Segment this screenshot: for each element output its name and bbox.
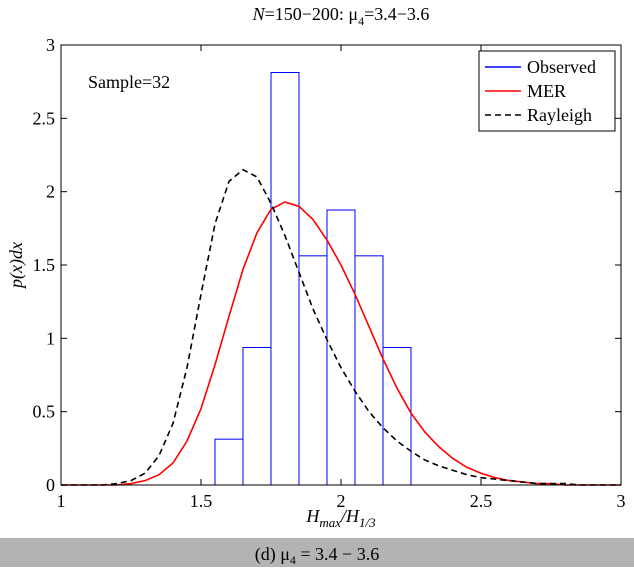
title-part: N [252, 4, 266, 24]
xlabel-sub: max [319, 515, 341, 530]
y-tick-label: 3 [46, 35, 55, 55]
annotation: Sample=32 [88, 72, 170, 92]
legend-label: Rayleigh [527, 105, 592, 125]
xlabel-sub: 1/3 [359, 515, 376, 530]
chart-title: N=150−200: μ4=3.4−3.6 [252, 4, 430, 28]
legend-label: MER [527, 81, 566, 101]
caption-bar [0, 538, 634, 567]
histogram-bar [298, 255, 328, 486]
histogram-bar [270, 72, 300, 486]
x-tick-label: 2 [337, 491, 346, 511]
x-tick-label: 2.5 [470, 491, 493, 511]
y-tick-label: 2 [46, 182, 55, 202]
y-axis-label: p(x)dx [6, 242, 27, 290]
curve [61, 201, 621, 486]
xlabel-part: /H [340, 506, 360, 526]
caption-sub: 4 [290, 553, 296, 567]
x-axis-label: Hmax/H1/3 [305, 506, 376, 530]
title-sub: 4 [358, 14, 364, 28]
title-part: =150−200: μ [265, 4, 358, 24]
y-tick-label: 2.5 [33, 108, 56, 128]
x-tick-label: 3 [617, 491, 626, 511]
histogram-bar [354, 255, 384, 486]
caption-part: = 3.4 − 3.6 [296, 544, 379, 564]
caption-part: (d) μ [255, 544, 290, 565]
y-tick-label: 0 [46, 475, 55, 495]
histogram-bar [214, 438, 244, 486]
x-tick-label: 1.5 [190, 491, 213, 511]
x-tick-label: 1 [57, 491, 66, 511]
title-part: =3.4−3.6 [364, 4, 429, 24]
curve [61, 168, 621, 486]
caption: (d) μ4 = 3.4 − 3.6 [255, 544, 379, 567]
y-tick-label: 0.5 [33, 402, 56, 422]
y-tick-label: 1 [46, 328, 55, 348]
xlabel-part: H [305, 506, 320, 526]
legend-label: Observed [527, 57, 596, 77]
y-tick-label: 1.5 [33, 255, 56, 275]
histogram-bar [242, 347, 272, 486]
